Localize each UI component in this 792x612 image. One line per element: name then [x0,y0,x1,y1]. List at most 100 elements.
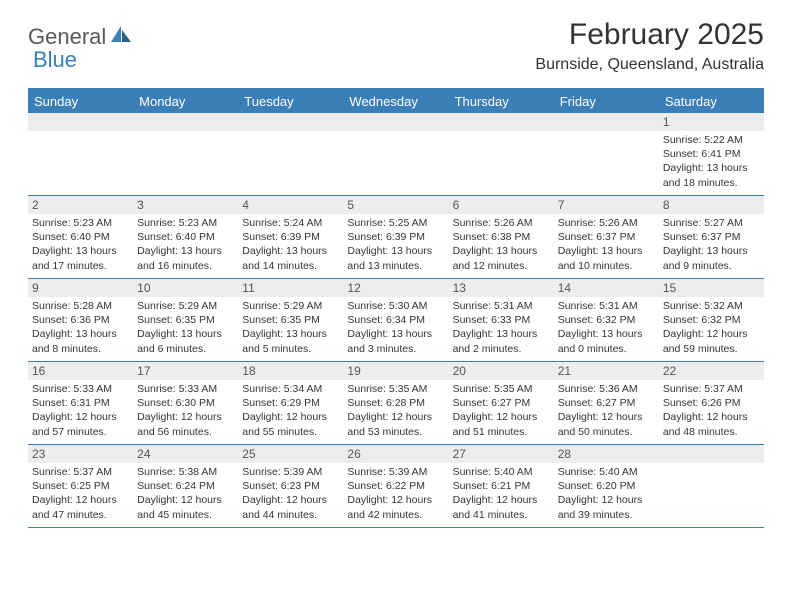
day-cell [554,113,659,195]
daylight-text: Daylight: 13 hours and 5 minutes. [242,327,339,355]
sunset-text: Sunset: 6:27 PM [453,396,550,410]
sunset-text: Sunset: 6:30 PM [137,396,234,410]
sunset-text: Sunset: 6:28 PM [347,396,444,410]
day-info: Sunrise: 5:39 AMSunset: 6:22 PMDaylight:… [343,463,448,526]
day-cell: 7Sunrise: 5:26 AMSunset: 6:37 PMDaylight… [554,196,659,278]
day-info: Sunrise: 5:28 AMSunset: 6:36 PMDaylight:… [28,297,133,360]
day-number: 27 [449,445,554,463]
day-info: Sunrise: 5:27 AMSunset: 6:37 PMDaylight:… [659,214,764,277]
day-number: 23 [28,445,133,463]
sunset-text: Sunset: 6:21 PM [453,479,550,493]
day-number: 18 [238,362,343,380]
sunrise-text: Sunrise: 5:30 AM [347,299,444,313]
day-header-row: Sunday Monday Tuesday Wednesday Thursday… [28,90,764,113]
day-number: 7 [554,196,659,214]
day-header-sun: Sunday [28,90,133,113]
day-cell [133,113,238,195]
daylight-text: Daylight: 12 hours and 53 minutes. [347,410,444,438]
logo-text-part1: General [28,26,106,48]
sunrise-text: Sunrise: 5:38 AM [137,465,234,479]
sunset-text: Sunset: 6:35 PM [137,313,234,327]
day-info: Sunrise: 5:33 AMSunset: 6:31 PMDaylight:… [28,380,133,443]
daylight-text: Daylight: 13 hours and 18 minutes. [663,161,760,189]
day-cell: 3Sunrise: 5:23 AMSunset: 6:40 PMDaylight… [133,196,238,278]
day-number [28,113,133,131]
daylight-text: Daylight: 13 hours and 0 minutes. [558,327,655,355]
day-info: Sunrise: 5:37 AMSunset: 6:26 PMDaylight:… [659,380,764,443]
day-header-fri: Friday [554,90,659,113]
day-number: 22 [659,362,764,380]
sunrise-text: Sunrise: 5:39 AM [242,465,339,479]
daylight-text: Daylight: 12 hours and 39 minutes. [558,493,655,521]
sunrise-text: Sunrise: 5:34 AM [242,382,339,396]
sunrise-text: Sunrise: 5:26 AM [558,216,655,230]
day-header-mon: Monday [133,90,238,113]
day-cell: 2Sunrise: 5:23 AMSunset: 6:40 PMDaylight… [28,196,133,278]
week-row: 9Sunrise: 5:28 AMSunset: 6:36 PMDaylight… [28,279,764,362]
sunrise-text: Sunrise: 5:24 AM [242,216,339,230]
day-cell [659,445,764,527]
sunset-text: Sunset: 6:36 PM [32,313,129,327]
sunrise-text: Sunrise: 5:37 AM [663,382,760,396]
day-info: Sunrise: 5:37 AMSunset: 6:25 PMDaylight:… [28,463,133,526]
sunrise-text: Sunrise: 5:36 AM [558,382,655,396]
day-cell: 20Sunrise: 5:35 AMSunset: 6:27 PMDayligh… [449,362,554,444]
day-info: Sunrise: 5:39 AMSunset: 6:23 PMDaylight:… [238,463,343,526]
week-row: 1Sunrise: 5:22 AMSunset: 6:41 PMDaylight… [28,113,764,196]
day-number: 19 [343,362,448,380]
sunset-text: Sunset: 6:29 PM [242,396,339,410]
sunset-text: Sunset: 6:35 PM [242,313,339,327]
daylight-text: Daylight: 13 hours and 3 minutes. [347,327,444,355]
logo-sail-icon [109,24,133,49]
day-info: Sunrise: 5:23 AMSunset: 6:40 PMDaylight:… [28,214,133,277]
day-info: Sunrise: 5:26 AMSunset: 6:38 PMDaylight:… [449,214,554,277]
title-block: February 2025 Burnside, Queensland, Aust… [535,18,764,74]
logo-text-part2: Blue [33,47,77,72]
day-cell: 26Sunrise: 5:39 AMSunset: 6:22 PMDayligh… [343,445,448,527]
day-info: Sunrise: 5:36 AMSunset: 6:27 PMDaylight:… [554,380,659,443]
daylight-text: Daylight: 13 hours and 9 minutes. [663,244,760,272]
sunrise-text: Sunrise: 5:22 AM [663,133,760,147]
daylight-text: Daylight: 12 hours and 51 minutes. [453,410,550,438]
sunrise-text: Sunrise: 5:35 AM [347,382,444,396]
sunset-text: Sunset: 6:24 PM [137,479,234,493]
day-cell: 13Sunrise: 5:31 AMSunset: 6:33 PMDayligh… [449,279,554,361]
sunset-text: Sunset: 6:25 PM [32,479,129,493]
day-cell: 24Sunrise: 5:38 AMSunset: 6:24 PMDayligh… [133,445,238,527]
sunrise-text: Sunrise: 5:33 AM [32,382,129,396]
sunset-text: Sunset: 6:23 PM [242,479,339,493]
week-row: 23Sunrise: 5:37 AMSunset: 6:25 PMDayligh… [28,445,764,528]
day-number: 13 [449,279,554,297]
day-cell [28,113,133,195]
day-info: Sunrise: 5:35 AMSunset: 6:28 PMDaylight:… [343,380,448,443]
day-info: Sunrise: 5:33 AMSunset: 6:30 PMDaylight:… [133,380,238,443]
location-text: Burnside, Queensland, Australia [535,56,764,74]
day-number: 11 [238,279,343,297]
sunrise-text: Sunrise: 5:26 AM [453,216,550,230]
sunset-text: Sunset: 6:33 PM [453,313,550,327]
day-cell: 28Sunrise: 5:40 AMSunset: 6:20 PMDayligh… [554,445,659,527]
sunset-text: Sunset: 6:20 PM [558,479,655,493]
day-cell: 19Sunrise: 5:35 AMSunset: 6:28 PMDayligh… [343,362,448,444]
day-number: 20 [449,362,554,380]
day-info: Sunrise: 5:32 AMSunset: 6:32 PMDaylight:… [659,297,764,360]
day-cell: 22Sunrise: 5:37 AMSunset: 6:26 PMDayligh… [659,362,764,444]
day-cell: 10Sunrise: 5:29 AMSunset: 6:35 PMDayligh… [133,279,238,361]
day-header-tue: Tuesday [238,90,343,113]
day-info: Sunrise: 5:40 AMSunset: 6:20 PMDaylight:… [554,463,659,526]
day-cell: 5Sunrise: 5:25 AMSunset: 6:39 PMDaylight… [343,196,448,278]
day-number: 8 [659,196,764,214]
day-cell: 6Sunrise: 5:26 AMSunset: 6:38 PMDaylight… [449,196,554,278]
sunset-text: Sunset: 6:32 PM [558,313,655,327]
sunrise-text: Sunrise: 5:33 AM [137,382,234,396]
sunset-text: Sunset: 6:37 PM [663,230,760,244]
day-info: Sunrise: 5:40 AMSunset: 6:21 PMDaylight:… [449,463,554,526]
day-number: 2 [28,196,133,214]
day-number: 21 [554,362,659,380]
day-number: 1 [659,113,764,131]
day-info: Sunrise: 5:29 AMSunset: 6:35 PMDaylight:… [133,297,238,360]
day-number: 24 [133,445,238,463]
daylight-text: Daylight: 13 hours and 13 minutes. [347,244,444,272]
day-number [238,113,343,131]
sunset-text: Sunset: 6:31 PM [32,396,129,410]
